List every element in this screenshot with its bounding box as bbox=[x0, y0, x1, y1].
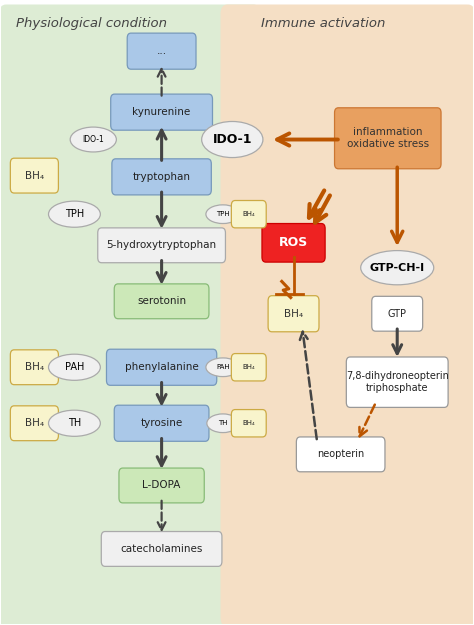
FancyBboxPatch shape bbox=[231, 354, 266, 381]
FancyBboxPatch shape bbox=[0, 4, 261, 625]
FancyBboxPatch shape bbox=[335, 107, 441, 169]
Text: IDO-1: IDO-1 bbox=[82, 135, 104, 144]
Ellipse shape bbox=[207, 414, 239, 432]
Text: serotonin: serotonin bbox=[137, 296, 186, 306]
Text: TPH: TPH bbox=[65, 209, 84, 219]
Text: TH: TH bbox=[218, 420, 228, 426]
Text: PAH: PAH bbox=[216, 364, 230, 370]
Text: kynurenine: kynurenine bbox=[132, 107, 191, 117]
Text: GTP: GTP bbox=[388, 309, 407, 319]
FancyBboxPatch shape bbox=[98, 228, 226, 262]
Ellipse shape bbox=[206, 358, 240, 377]
Text: BH₄: BH₄ bbox=[25, 418, 44, 428]
Text: inflammation
oxidative stress: inflammation oxidative stress bbox=[346, 127, 429, 149]
Text: phenylalanine: phenylalanine bbox=[125, 362, 199, 372]
Text: 5-hydroxytryptophan: 5-hydroxytryptophan bbox=[107, 240, 217, 250]
Text: BH₄: BH₄ bbox=[284, 309, 303, 319]
Text: ...: ... bbox=[156, 46, 167, 56]
FancyBboxPatch shape bbox=[114, 284, 209, 319]
Text: neopterin: neopterin bbox=[317, 449, 365, 459]
FancyBboxPatch shape bbox=[231, 201, 266, 228]
FancyBboxPatch shape bbox=[107, 349, 217, 385]
Text: BH₄: BH₄ bbox=[242, 364, 255, 370]
Ellipse shape bbox=[206, 205, 240, 224]
Text: L-DOPA: L-DOPA bbox=[142, 481, 181, 491]
Text: Physiological condition: Physiological condition bbox=[16, 17, 166, 29]
FancyBboxPatch shape bbox=[112, 159, 211, 195]
FancyBboxPatch shape bbox=[10, 406, 58, 441]
Text: BH₄: BH₄ bbox=[242, 420, 255, 426]
FancyBboxPatch shape bbox=[231, 409, 266, 437]
Ellipse shape bbox=[48, 201, 100, 228]
FancyBboxPatch shape bbox=[101, 531, 222, 566]
Text: BH₄: BH₄ bbox=[25, 362, 44, 372]
Ellipse shape bbox=[48, 410, 100, 436]
FancyBboxPatch shape bbox=[296, 437, 385, 472]
Text: 7,8-dihydroneopterin
triphosphate: 7,8-dihydroneopterin triphosphate bbox=[346, 371, 449, 393]
Text: TH: TH bbox=[68, 418, 81, 428]
Text: Immune activation: Immune activation bbox=[261, 17, 385, 29]
FancyBboxPatch shape bbox=[114, 405, 209, 441]
FancyBboxPatch shape bbox=[10, 158, 58, 193]
FancyBboxPatch shape bbox=[127, 33, 196, 69]
FancyBboxPatch shape bbox=[346, 357, 448, 408]
Ellipse shape bbox=[201, 121, 263, 158]
Text: BH₄: BH₄ bbox=[242, 211, 255, 217]
Ellipse shape bbox=[70, 127, 117, 152]
FancyBboxPatch shape bbox=[220, 4, 474, 625]
Text: PAH: PAH bbox=[65, 362, 84, 372]
Text: catecholamines: catecholamines bbox=[120, 544, 203, 554]
Text: GTP-CH-I: GTP-CH-I bbox=[370, 262, 425, 272]
Text: tyrosine: tyrosine bbox=[140, 418, 183, 428]
Ellipse shape bbox=[361, 251, 434, 285]
FancyBboxPatch shape bbox=[119, 468, 204, 503]
Text: TPH: TPH bbox=[216, 211, 230, 217]
Text: BH₄: BH₄ bbox=[25, 171, 44, 181]
FancyBboxPatch shape bbox=[372, 296, 423, 331]
Ellipse shape bbox=[48, 354, 100, 381]
FancyBboxPatch shape bbox=[268, 296, 319, 332]
Text: ROS: ROS bbox=[279, 236, 308, 249]
Text: IDO-1: IDO-1 bbox=[212, 133, 252, 146]
FancyBboxPatch shape bbox=[10, 350, 58, 384]
FancyBboxPatch shape bbox=[111, 94, 212, 130]
FancyBboxPatch shape bbox=[262, 224, 325, 262]
Text: tryptophan: tryptophan bbox=[133, 172, 191, 182]
